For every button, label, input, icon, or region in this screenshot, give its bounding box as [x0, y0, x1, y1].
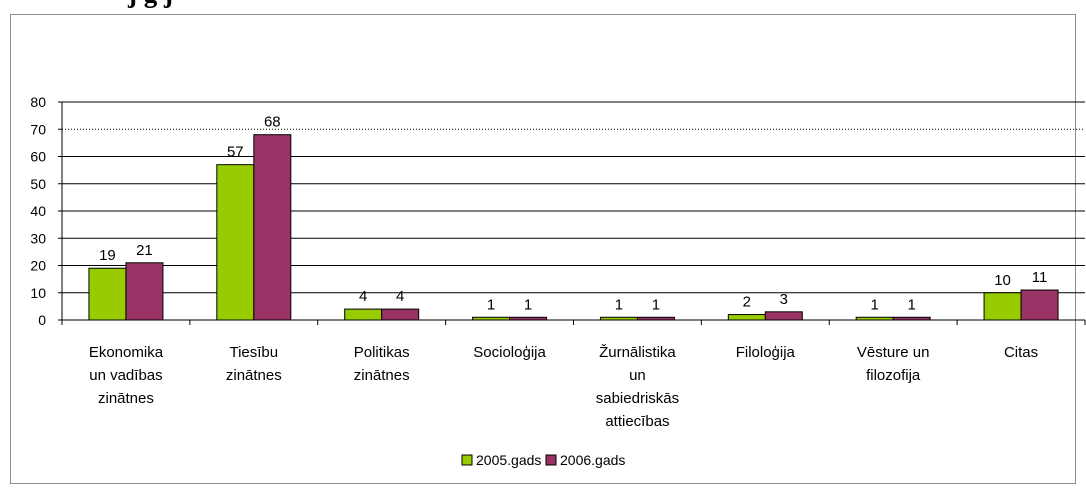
category-label: filozofija	[866, 367, 921, 384]
y-tick-label: 10	[30, 285, 46, 301]
data-label: 1	[908, 296, 916, 313]
data-label: 3	[780, 291, 788, 308]
y-tick-label: 60	[30, 149, 46, 165]
data-label: 1	[524, 296, 532, 313]
category-label: Žurnālistika	[599, 344, 676, 361]
category-label: Citas	[1004, 344, 1038, 361]
y-tick-label: 80	[30, 94, 46, 110]
category-label: Vēsture un	[857, 344, 930, 361]
bar-2005.gads	[88, 267, 127, 321]
legend-label: 2006.gads	[560, 452, 625, 468]
y-tick-label: 40	[30, 203, 46, 219]
category-label: attiecības	[605, 413, 669, 430]
bar-2005.gads	[983, 292, 1022, 321]
data-label: 1	[487, 296, 495, 313]
data-label: 1	[615, 296, 623, 313]
category-label: Ekonomika	[89, 344, 164, 361]
data-label: 19	[99, 247, 116, 264]
legend-swatch	[545, 454, 557, 466]
data-label: 1	[652, 296, 660, 313]
bar-2005.gads	[599, 316, 638, 321]
chart-frame	[10, 14, 1076, 484]
data-label: 21	[136, 242, 153, 259]
bar-2006.gads	[636, 316, 675, 321]
bar-2006.gads	[1020, 289, 1059, 321]
y-tick-label: 50	[30, 176, 46, 192]
category-label: zinātnes	[226, 367, 282, 384]
bar-2006.gads	[125, 262, 164, 321]
category-label: Filoloģija	[736, 344, 796, 361]
y-tick-label: 20	[30, 258, 46, 274]
category-label: Politikas	[354, 344, 410, 361]
bar-2006.gads	[381, 308, 420, 321]
category-label: un vadības	[89, 367, 162, 384]
y-tick-label: 70	[30, 121, 46, 137]
legend-label: 2005.gads	[476, 452, 541, 468]
category-label: zinātnes	[98, 390, 154, 407]
chart-title-fragment: j g j	[128, 0, 173, 9]
bar-2005.gads	[344, 308, 383, 321]
category-label: Socioloģija	[473, 344, 546, 361]
data-label: 68	[264, 114, 281, 131]
data-label: 2	[743, 294, 751, 311]
category-label: un	[629, 367, 646, 384]
bar-2005.gads	[855, 316, 894, 321]
data-label: 4	[359, 288, 367, 305]
y-tick-label: 0	[38, 312, 46, 328]
bar-2006.gads	[892, 316, 931, 321]
data-label: 1	[871, 296, 879, 313]
category-label: Tiesību	[229, 344, 278, 361]
category-label: sabiedriskās	[596, 390, 679, 407]
bar-2005.gads	[472, 316, 511, 321]
bar-2006.gads	[764, 311, 803, 321]
legend-swatch	[461, 454, 473, 466]
data-label: 57	[227, 144, 244, 161]
data-label: 11	[1032, 269, 1048, 286]
data-label: 4	[396, 288, 404, 305]
bar-2006.gads	[253, 134, 292, 321]
bar-2005.gads	[216, 164, 255, 321]
y-tick-label: 30	[30, 230, 46, 246]
category-label: zinātnes	[354, 367, 410, 384]
data-label: 10	[994, 272, 1011, 289]
bar-2006.gads	[509, 316, 548, 321]
bar-2005.gads	[727, 314, 766, 321]
